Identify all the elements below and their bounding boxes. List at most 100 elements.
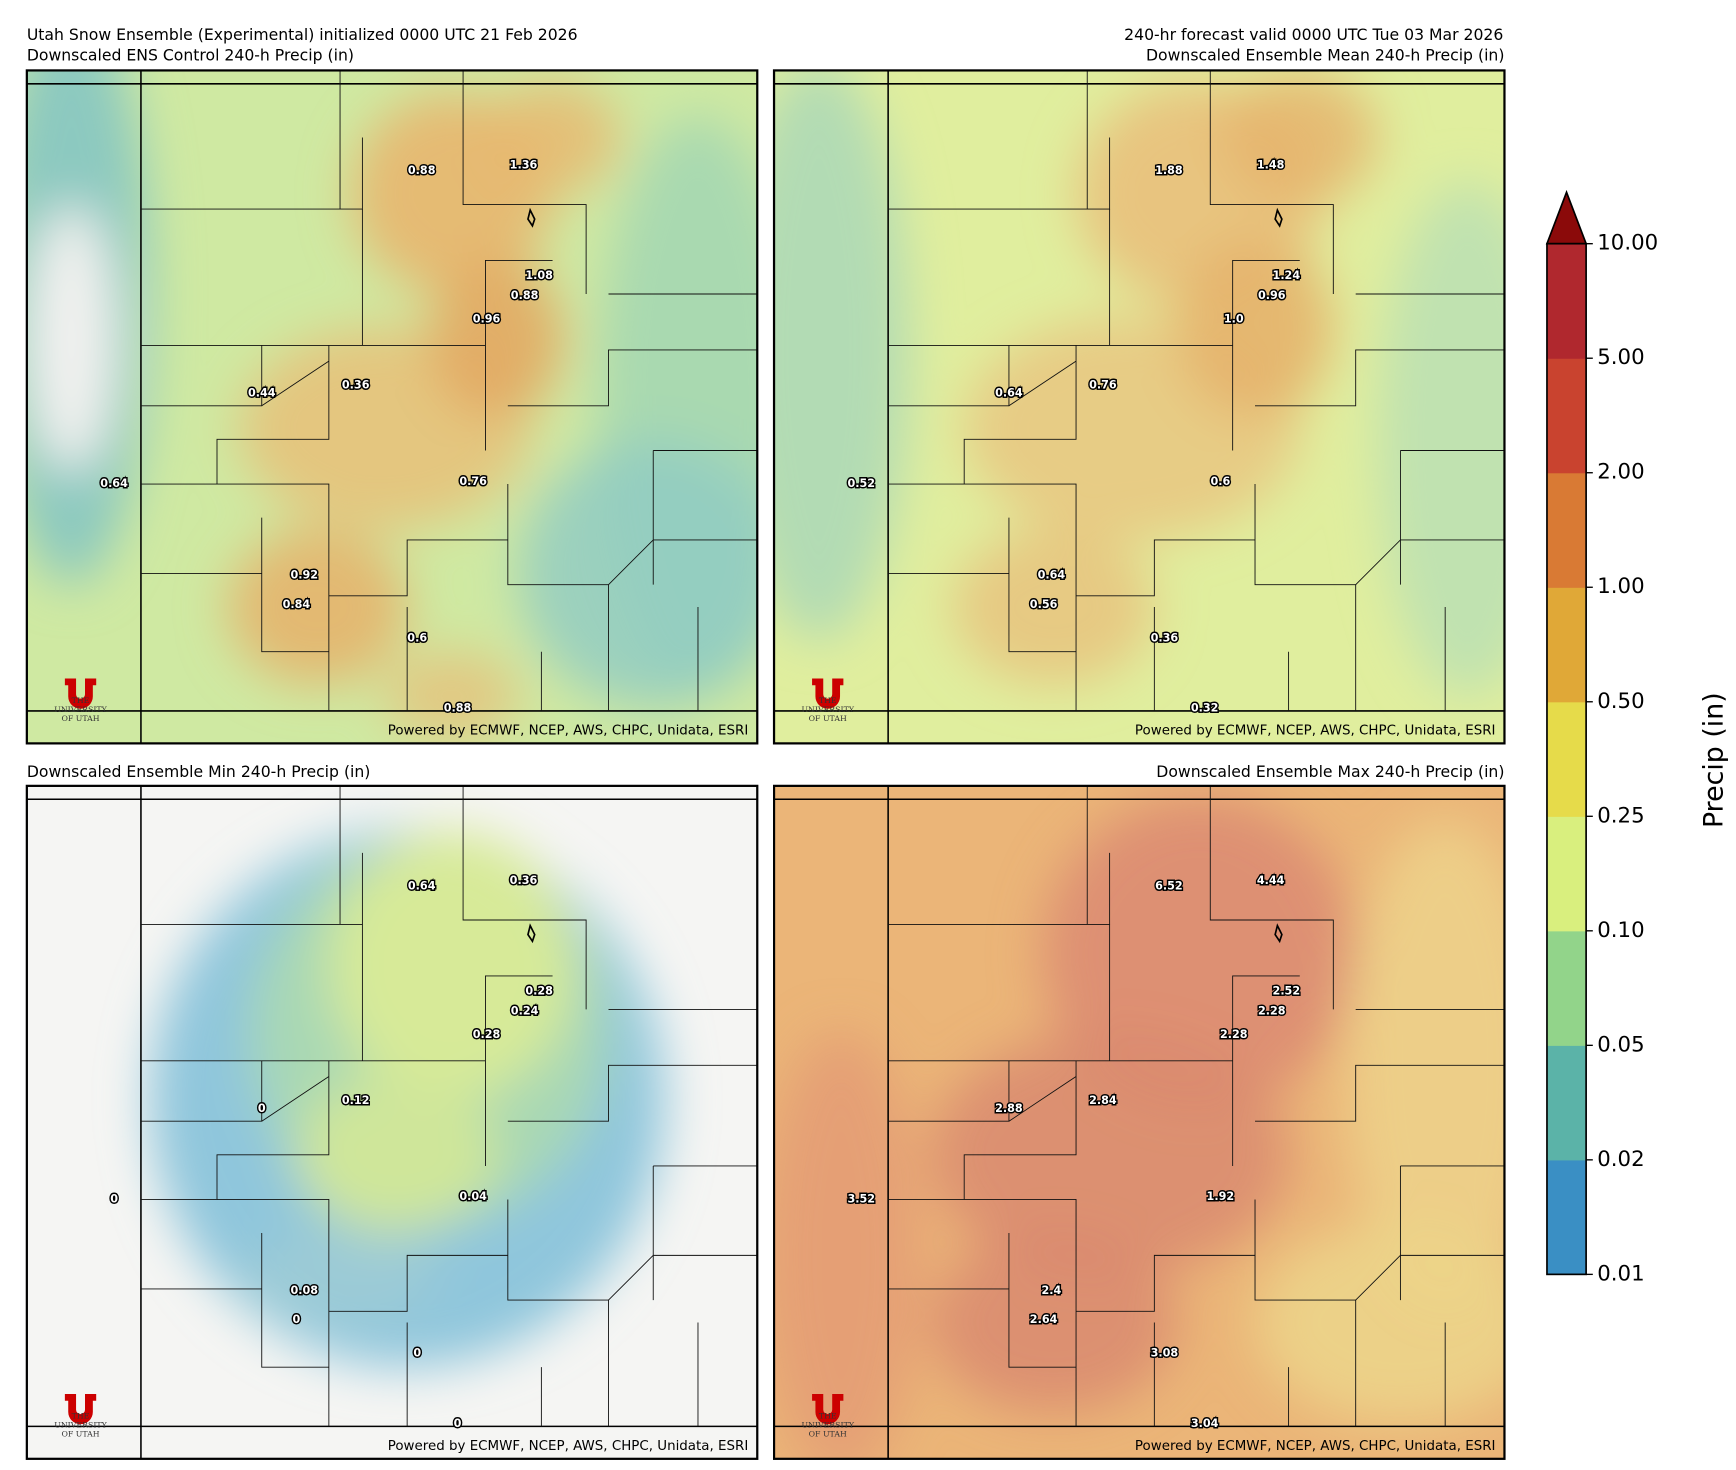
colorbar-segment (1546, 816, 1587, 932)
colorbar-segment (1546, 358, 1587, 474)
colorbar-segment (1546, 472, 1587, 588)
county-line (888, 345, 1077, 485)
panel-border (772, 69, 1506, 745)
point-label: 3.52 (847, 1192, 875, 1205)
point-label: 0.64 (1038, 569, 1066, 582)
point-label: 0.88 (511, 289, 539, 302)
point-label: 2.88 (995, 1102, 1023, 1115)
precip-region (1378, 182, 1505, 697)
county-line (964, 483, 1357, 711)
colorbar-extension (1545, 189, 1588, 245)
point-label: 1.24 (1273, 269, 1301, 282)
logo-mark (812, 678, 844, 709)
point-label: 0.08 (290, 1284, 318, 1297)
county-line (217, 1199, 609, 1427)
logo-text: OF UTAH (809, 714, 847, 723)
precip-region (26, 204, 117, 473)
point-label: 1.48 (1257, 158, 1285, 171)
county-line (1255, 293, 1505, 585)
panel-border (772, 784, 1506, 1460)
point-label: 0.24 (511, 1005, 539, 1018)
county-line (888, 1233, 1446, 1427)
county-line (964, 1199, 1357, 1427)
point-label: 3.08 (1151, 1347, 1179, 1360)
point-label: 0.6 (1210, 475, 1230, 488)
logo-mark (812, 1393, 844, 1425)
point-label: 2.64 (1030, 1313, 1058, 1326)
colorbar-segment (1546, 1159, 1587, 1275)
point-label: 0.28 (525, 985, 553, 998)
county-line (140, 1233, 699, 1427)
credit: Powered by ECMWF, NCEP, AWS, CHPC, Unida… (1135, 1439, 1496, 1454)
logo-text: THE (72, 696, 90, 705)
panel-title: Downscaled Ensemble Min 240-h Precip (in… (27, 762, 371, 781)
point-label: 0.96 (1258, 289, 1286, 302)
colorbar-tick-label: 0.02 (1597, 1147, 1644, 1172)
lake (527, 923, 536, 944)
point-label: 1.0 (1224, 313, 1244, 326)
colorbar-segment (1546, 243, 1587, 359)
colorbar-tick-label: 0.25 (1597, 803, 1644, 828)
logo-text: THE (819, 1412, 837, 1421)
panel-title: Downscaled Ensemble Mean 240-h Precip (i… (1146, 45, 1504, 64)
point-label: 0.64 (100, 477, 128, 490)
colorbar-tick-label: 0.50 (1597, 689, 1644, 714)
point-label: 2.4 (1042, 1284, 1062, 1297)
colorbar-segment (1546, 930, 1587, 1046)
logo-text: THE (72, 1412, 90, 1421)
county-line (888, 1060, 1077, 1200)
colorbar-tick-label: 0.05 (1597, 1032, 1644, 1057)
precip-region (930, 1031, 1289, 1278)
point-label: 0 (293, 1313, 301, 1326)
point-label: 0.88 (444, 702, 472, 715)
logo-text: OF UTAH (809, 1429, 847, 1438)
county-line (507, 293, 758, 585)
credit: Powered by ECMWF, NCEP, AWS, CHPC, Unida… (1135, 723, 1496, 738)
point-label: 2.52 (1273, 985, 1301, 998)
point-label: 2.28 (1258, 1005, 1286, 1018)
point-label: 1.36 (510, 158, 538, 171)
colorbar-segment (1546, 587, 1587, 703)
point-label: 0.44 (248, 386, 276, 399)
point-label: 6.52 (1155, 879, 1183, 892)
point-label: 0.32 (1191, 702, 1219, 715)
point-label: 1.92 (1207, 1190, 1235, 1203)
precip-region (774, 1031, 920, 1459)
point-label: 0.52 (847, 477, 875, 490)
precip-region (1255, 1221, 1505, 1424)
colorbar-tick-label: 10.00 (1597, 231, 1658, 256)
point-label: 0.84 (283, 598, 311, 611)
state-line (774, 70, 1505, 744)
colorbar-label: Precip (in) (1699, 692, 1730, 828)
state-line (774, 785, 1505, 1459)
lake (527, 207, 536, 228)
precip-region (228, 528, 408, 686)
logo-text: OF UTAH (61, 714, 99, 723)
precip-region (1176, 238, 1334, 417)
county-line (507, 1008, 758, 1301)
state-line (26, 785, 758, 1459)
header-right: 240-hr forecast valid 0000 UTC Tue 03 Ma… (1124, 25, 1503, 44)
panel-border (25, 784, 759, 1460)
point-label: 0.36 (342, 379, 370, 392)
precip-region (328, 830, 575, 1099)
point-label: 0.88 (408, 164, 436, 177)
colorbar: 0.01 0.02 0.05 0.10 0.25 0.50 1.00 2.00 5.00 10.0… (1545, 189, 1730, 1286)
point-label: 1.88 (1155, 164, 1183, 177)
precip-field (774, 797, 1505, 1459)
precip-region (384, 651, 520, 742)
county-line (888, 209, 1300, 451)
point-label: 0.64 (995, 386, 1023, 399)
point-label: 0.6 (407, 631, 427, 644)
logo-text: UNIVERSITY (54, 1421, 107, 1430)
county-line (140, 1060, 330, 1200)
point-label: 4.44 (1257, 874, 1285, 887)
colorbar-segment (1546, 701, 1587, 817)
point-label: 0.28 (473, 1028, 501, 1041)
